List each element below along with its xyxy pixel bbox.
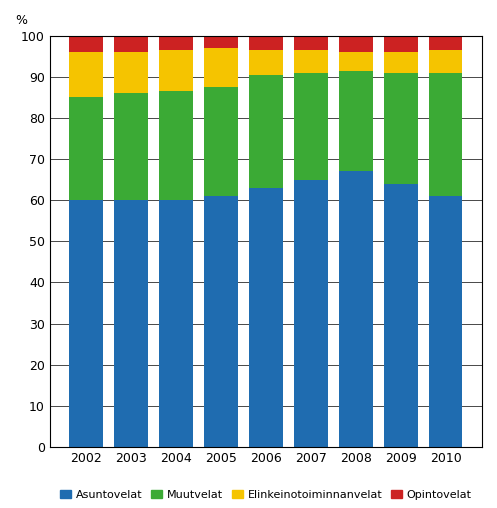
Bar [114, 200, 148, 447]
Bar [384, 184, 417, 447]
Bar [204, 48, 238, 87]
Bar [294, 50, 328, 73]
Bar [70, 52, 103, 98]
Bar [429, 196, 462, 447]
Bar [249, 188, 283, 447]
Bar [384, 36, 417, 52]
Bar [249, 75, 283, 188]
Bar [70, 98, 103, 200]
Bar [429, 36, 462, 50]
Bar [159, 36, 193, 50]
Bar [294, 36, 328, 50]
Bar [249, 50, 283, 75]
Bar [70, 200, 103, 447]
Bar [339, 71, 373, 171]
Bar [114, 52, 148, 93]
Bar [204, 196, 238, 447]
Bar [429, 50, 462, 73]
Text: %: % [15, 14, 27, 27]
Bar [114, 36, 148, 52]
Bar [114, 93, 148, 200]
Bar [339, 52, 373, 71]
Bar [339, 171, 373, 447]
Bar [204, 36, 238, 48]
Bar [384, 73, 417, 184]
Bar [294, 73, 328, 179]
Bar [384, 52, 417, 73]
Legend: Asuntovelat, Muutvelat, Elinkeinotoiminnanvelat, Opintovelat: Asuntovelat, Muutvelat, Elinkeinotoiminn… [56, 486, 476, 504]
Bar [294, 179, 328, 447]
Bar [339, 36, 373, 52]
Bar [204, 87, 238, 196]
Bar [429, 73, 462, 196]
Bar [159, 200, 193, 447]
Bar [159, 50, 193, 91]
Bar [249, 36, 283, 50]
Bar [159, 91, 193, 200]
Bar [70, 36, 103, 52]
